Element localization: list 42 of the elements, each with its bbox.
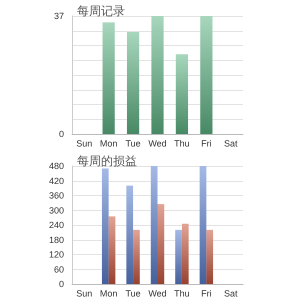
y-tick-label: 0: [58, 279, 64, 289]
bar: [108, 216, 116, 284]
bar: [176, 54, 188, 134]
bar: [102, 22, 115, 134]
y-tick-label: 480: [48, 161, 64, 171]
x-tick-label: Fri: [201, 138, 212, 148]
x-tick-label: Sun: [76, 138, 92, 148]
x-tick-label: Tue: [125, 288, 141, 298]
y-tick-label: 37: [54, 11, 64, 21]
bar: [200, 16, 212, 134]
x-tick-label: Thu: [174, 138, 190, 148]
bar: [206, 230, 214, 284]
bar: [133, 230, 140, 284]
x-tick-label: Sat: [224, 288, 238, 298]
y-tick-label: 420: [48, 176, 64, 186]
y-tick-label: 0: [58, 129, 64, 139]
x-tick-label: Tue: [125, 138, 141, 148]
y-tick-label: 120: [48, 250, 64, 260]
bar: [182, 224, 189, 284]
x-tick-label: Sun: [76, 288, 92, 298]
bar: [126, 32, 140, 134]
x-tick-label: Sat: [224, 138, 238, 148]
bar: [158, 204, 164, 284]
y-tick-label: 300: [48, 205, 64, 216]
y-tick-label: 240: [48, 220, 64, 230]
chart-title: 每周记录: [77, 4, 125, 18]
x-tick-label: Wed: [148, 288, 167, 298]
bar: [151, 16, 164, 134]
bar: [102, 168, 109, 284]
x-tick-label: Mon: [100, 288, 118, 298]
y-tick-label: 60: [54, 264, 64, 274]
bar: [150, 166, 158, 284]
y-tick-label: 180: [48, 234, 64, 245]
x-tick-label: Thu: [174, 288, 190, 298]
bar: [126, 186, 134, 284]
bar: [200, 166, 206, 284]
x-tick-label: Fri: [201, 288, 212, 298]
y-tick-label: 360: [48, 190, 64, 200]
bar: [175, 230, 182, 284]
chart-title: 每周的损益: [77, 154, 137, 168]
x-tick-label: Wed: [148, 138, 167, 148]
x-tick-label: Mon: [100, 138, 118, 148]
